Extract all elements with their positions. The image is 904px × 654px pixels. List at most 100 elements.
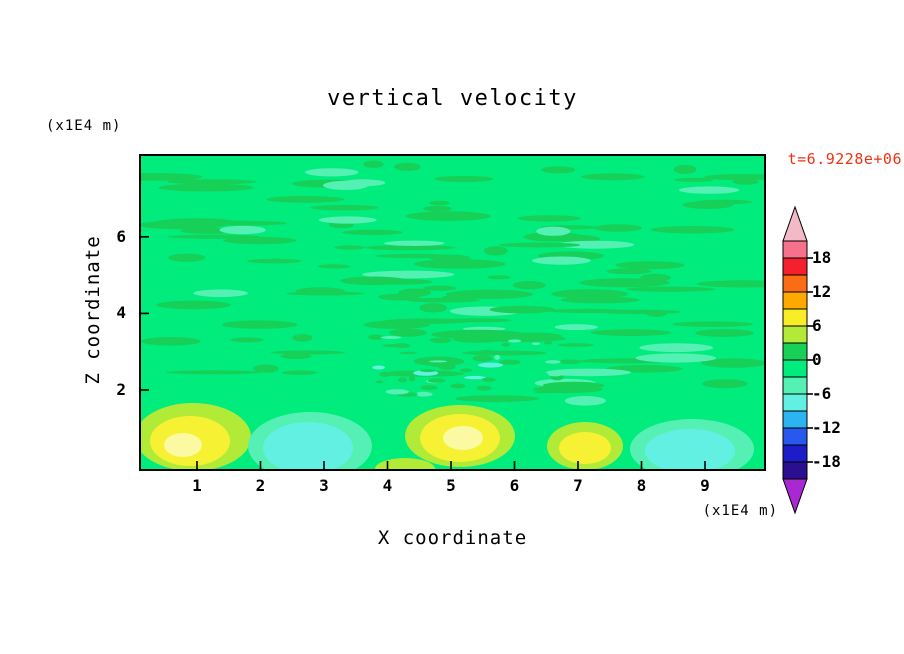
contour-streak bbox=[704, 174, 765, 181]
plot-border bbox=[139, 154, 766, 471]
contour-streak bbox=[472, 355, 493, 362]
colorbar-label: -18 bbox=[812, 452, 841, 471]
contour-streak bbox=[253, 364, 279, 373]
contour-streak bbox=[626, 286, 716, 292]
contour-streak bbox=[554, 324, 598, 331]
contour-streak bbox=[362, 270, 455, 279]
contour-streak bbox=[270, 350, 346, 355]
contour-streak bbox=[334, 245, 366, 250]
contour-blob-downdraft-core bbox=[263, 422, 353, 470]
colorbar-segment bbox=[782, 359, 808, 378]
contour-streak bbox=[517, 215, 581, 222]
contour-streak bbox=[606, 268, 652, 275]
contour-streak bbox=[420, 385, 438, 390]
contour-streak bbox=[483, 246, 508, 256]
contour-streak bbox=[219, 225, 266, 235]
contour-streak bbox=[266, 196, 345, 203]
contour-streak bbox=[413, 259, 506, 269]
colorbar bbox=[782, 205, 813, 515]
axis-tick-marks bbox=[140, 236, 706, 470]
x-tick-label: 2 bbox=[255, 476, 266, 495]
contour-streak bbox=[479, 349, 495, 354]
contour-streak bbox=[397, 377, 408, 383]
contour-streak bbox=[434, 175, 494, 183]
contour-streak bbox=[512, 281, 546, 290]
contour-streak bbox=[419, 369, 436, 373]
contour-streak bbox=[455, 395, 540, 402]
x-tick-label: 1 bbox=[192, 476, 202, 495]
contour-streak bbox=[423, 205, 452, 212]
x-tick-label: 8 bbox=[636, 476, 647, 495]
x-tick-label: 5 bbox=[446, 476, 456, 495]
contour-streak bbox=[246, 258, 302, 264]
contour-blob-minor bbox=[375, 458, 435, 470]
contour-streak bbox=[590, 329, 672, 336]
contour-streak bbox=[532, 256, 591, 265]
contour-streak bbox=[310, 204, 379, 211]
contour-streak bbox=[428, 360, 448, 363]
contour-streak bbox=[389, 328, 428, 337]
contour-streak bbox=[429, 337, 452, 343]
contour-streak bbox=[498, 242, 581, 248]
contour-streak bbox=[427, 378, 446, 383]
colorbar-segment bbox=[782, 410, 808, 429]
contour-streak bbox=[695, 329, 754, 337]
contour-streak bbox=[167, 179, 257, 185]
contour-streak bbox=[650, 226, 735, 234]
colorbar-segment bbox=[782, 274, 808, 293]
contour-streak bbox=[415, 391, 433, 397]
colorbar-segment bbox=[782, 393, 808, 412]
contour-streak bbox=[450, 383, 466, 389]
contour-streak bbox=[478, 362, 503, 368]
contour-streak bbox=[156, 300, 231, 310]
colorbar-segment bbox=[782, 376, 808, 395]
contour-streak bbox=[635, 353, 717, 363]
contour-streak bbox=[230, 337, 264, 343]
contour-streak bbox=[543, 341, 553, 345]
x-axis-unit: (x1E4 m) bbox=[702, 503, 778, 519]
z-axis-unit: (x1E4 m) bbox=[46, 118, 122, 134]
colorbar-segment bbox=[782, 342, 808, 361]
contour-streak bbox=[295, 287, 346, 296]
contour-streak bbox=[674, 177, 714, 182]
contour-streak bbox=[679, 186, 740, 194]
contour-streak bbox=[385, 389, 409, 395]
contour-streak bbox=[305, 168, 359, 177]
contour-streak bbox=[438, 364, 456, 370]
contour-streak bbox=[280, 353, 312, 360]
contour-streak bbox=[551, 289, 629, 299]
contour-streak bbox=[481, 377, 496, 382]
contour-streak bbox=[193, 289, 248, 298]
contour-streak bbox=[580, 173, 645, 181]
contour-streak bbox=[732, 178, 759, 185]
contour-streak bbox=[593, 224, 642, 232]
contour-streak bbox=[546, 308, 630, 313]
colorbar-segment bbox=[782, 444, 808, 463]
contour-streak bbox=[469, 336, 480, 341]
contour-streak bbox=[166, 370, 261, 375]
contour-streak bbox=[375, 380, 384, 384]
contour-streak bbox=[499, 359, 521, 365]
contour-streak bbox=[441, 332, 460, 338]
contour-streak bbox=[368, 334, 384, 340]
contour-streak bbox=[394, 162, 421, 171]
contour-streak bbox=[696, 280, 765, 288]
contour-streak bbox=[221, 320, 298, 329]
contour-streak bbox=[507, 339, 522, 343]
colorbar-segment bbox=[782, 308, 808, 327]
x-tick-label: 9 bbox=[700, 476, 710, 495]
contour-streak bbox=[429, 200, 450, 206]
contour-streak bbox=[392, 343, 411, 348]
contour-streak bbox=[317, 264, 351, 269]
contour-streak bbox=[281, 370, 317, 375]
colorbar-label: 0 bbox=[812, 350, 822, 369]
colorbar-segment bbox=[782, 325, 808, 344]
time-annotation: t=6.9228e+06 bbox=[787, 150, 902, 168]
contour-streak bbox=[494, 354, 501, 360]
contour-streak bbox=[550, 388, 568, 393]
contour-streak bbox=[547, 372, 563, 377]
contour-streak bbox=[461, 350, 547, 356]
colorbar-label: 12 bbox=[812, 282, 832, 301]
contour-streak bbox=[673, 164, 697, 174]
contour-streak bbox=[383, 240, 445, 246]
